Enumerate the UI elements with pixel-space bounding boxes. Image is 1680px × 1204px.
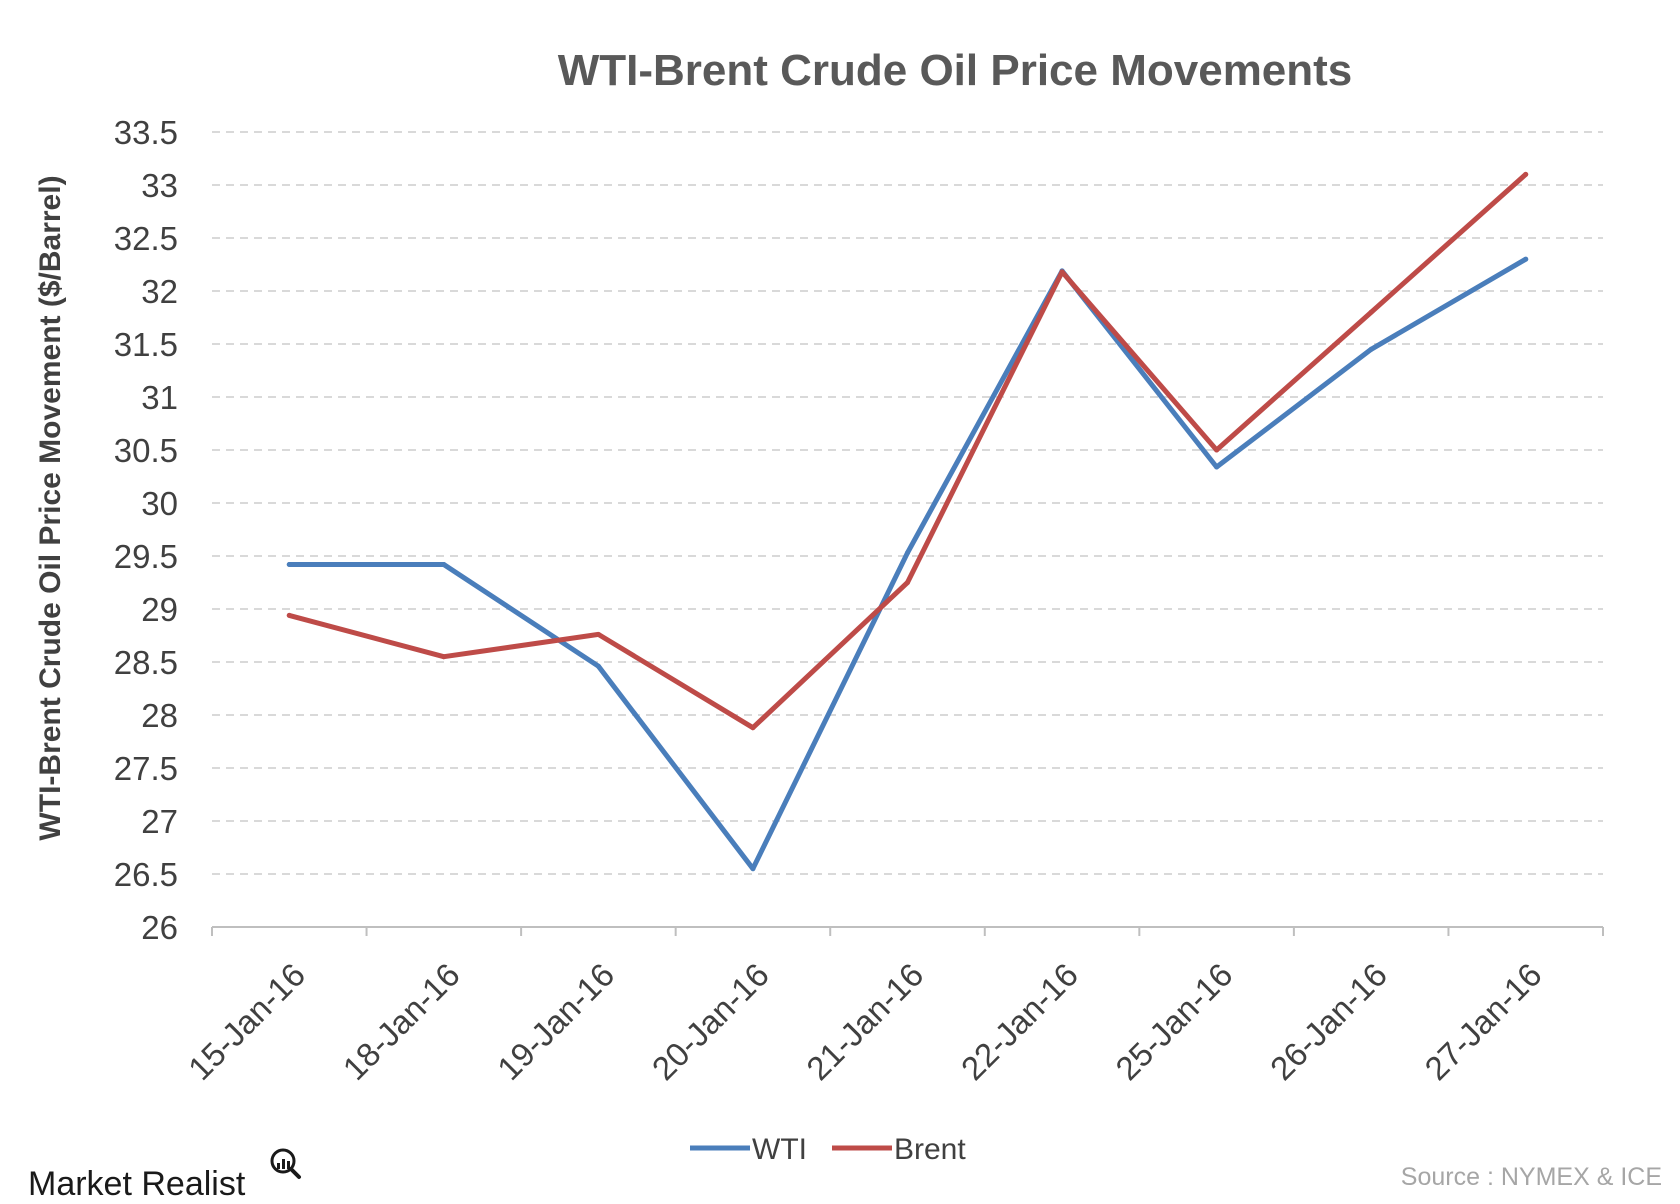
data-point-brent <box>1368 309 1374 315</box>
y-tick-label: 29.5 <box>114 538 178 575</box>
data-point-brent <box>1059 269 1065 275</box>
data-point-brent <box>441 654 447 660</box>
legend-label-wti: WTI <box>752 1133 807 1166</box>
y-tick-label: 31.5 <box>114 326 178 363</box>
y-tick-label: 30 <box>141 485 178 522</box>
chart-title: WTI-Brent Crude Oil Price Movements <box>558 46 1353 95</box>
data-point-brent <box>1523 171 1529 177</box>
legend-label-brent: Brent <box>894 1133 966 1166</box>
data-point-wti <box>595 663 601 669</box>
data-point-brent <box>905 580 910 585</box>
x-axis <box>211 926 1604 936</box>
data-point-wti <box>1523 256 1529 262</box>
y-axis-ticks: 26 26.5 27 27.5 28 28.5 29 29.5 30 30.5 31 31.5 32 32… <box>114 114 178 946</box>
data-point-wti <box>1214 464 1220 470</box>
y-tick-label: 32.5 <box>114 220 178 257</box>
data-point-brent <box>286 612 292 618</box>
data-point-wti <box>1368 346 1374 352</box>
data-point-brent <box>595 631 601 637</box>
y-tick-label: 33.5 <box>114 114 178 151</box>
gridlines <box>212 131 1603 875</box>
y-tick-label: 31 <box>141 379 178 416</box>
data-point-wti <box>750 866 756 872</box>
logo-text: Market Realist <box>28 1165 246 1203</box>
market-realist-logo: Market Realist <box>28 1148 301 1203</box>
y-tick-label: 30.5 <box>114 432 178 469</box>
legend: WTI Brent <box>690 1133 966 1166</box>
y-tick-label: 27.5 <box>114 750 178 787</box>
y-tick-label: 29 <box>141 591 178 628</box>
y-tick-label: 33 <box>141 167 178 204</box>
data-point-wti <box>286 561 292 567</box>
y-axis-label: WTI-Brent Crude Oil Price Movement ($/Ba… <box>34 175 67 840</box>
y-tick-label: 32 <box>141 273 178 310</box>
y-tick-label: 27 <box>141 803 178 840</box>
y-tick-label: 26 <box>141 909 178 946</box>
data-point-brent <box>750 725 756 731</box>
series-lines <box>286 171 1529 872</box>
magnifier-chart-icon <box>270 1148 301 1179</box>
y-tick-label: 28 <box>141 697 178 734</box>
source-note: Source : NYMEX & ICE <box>1401 1163 1662 1191</box>
y-tick-label: 26.5 <box>114 856 178 893</box>
data-point-wti <box>441 561 447 567</box>
data-point-wti <box>905 550 910 556</box>
data-point-brent <box>1214 447 1220 453</box>
y-tick-label: 28.5 <box>114 644 178 681</box>
